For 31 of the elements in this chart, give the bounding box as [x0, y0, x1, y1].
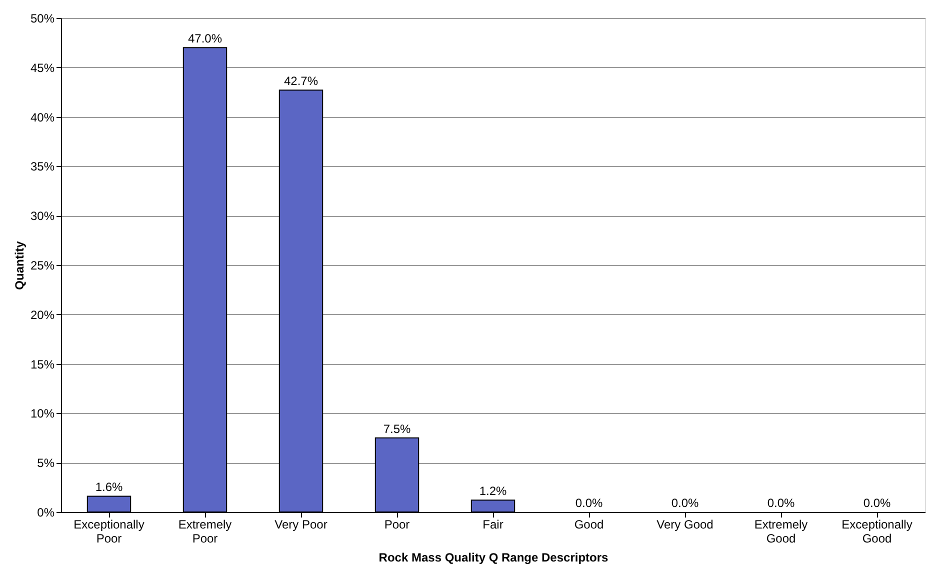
x-tick-label: Extremely Poor — [178, 518, 232, 546]
data-label: 0.0% — [863, 496, 891, 510]
y-tick-label: 15% — [30, 357, 55, 372]
y-tick-label: 10% — [30, 406, 55, 421]
data-label: 0.0% — [575, 496, 603, 510]
data-label: 0.0% — [767, 496, 795, 510]
x-tick-label: Extremely Good — [754, 518, 808, 546]
data-label: 47.0% — [188, 32, 222, 46]
x-axis-title: Rock Mass Quality Q Range Descriptors — [378, 550, 609, 564]
y-tick-label: 50% — [30, 12, 55, 26]
x-tick-label: Poor — [384, 518, 410, 532]
y-tick-label: 30% — [30, 209, 55, 224]
x-tick-label: Good — [574, 518, 604, 532]
x-tick-label: Fair — [482, 518, 504, 532]
y-tick-label: 0% — [37, 506, 55, 520]
data-label: 1.6% — [95, 480, 123, 494]
x-tick-label: Very Poor — [274, 518, 328, 532]
x-tick-label: Very Good — [656, 518, 714, 532]
y-tick-label: 35% — [30, 160, 55, 174]
x-tick-label: Exceptionally Poor — [74, 518, 144, 546]
data-label: 0.0% — [671, 496, 699, 510]
y-tick-label: 20% — [30, 308, 55, 322]
y-tick-label: 40% — [30, 110, 55, 124]
data-label: 42.7% — [284, 74, 318, 88]
y-axis-title: Quantity — [12, 240, 26, 290]
y-tick-label: 25% — [30, 258, 55, 272]
y-tick-label: 45% — [30, 60, 55, 75]
x-tick-label: Exceptionally Good — [842, 518, 912, 546]
data-label: 1.2% — [479, 484, 507, 498]
data-label: 7.5% — [383, 422, 411, 436]
y-tick-label: 5% — [37, 456, 55, 470]
